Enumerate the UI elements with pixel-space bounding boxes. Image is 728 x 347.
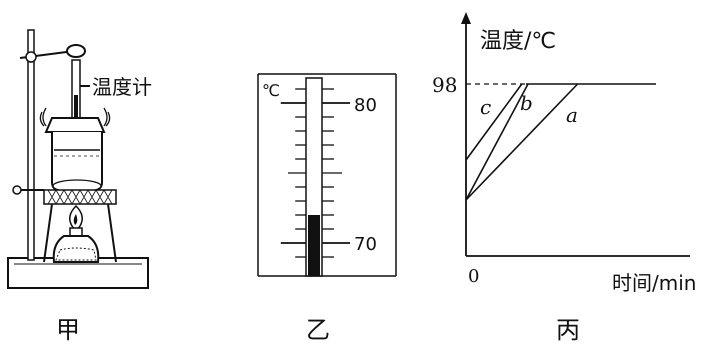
curve-label-b: b (520, 91, 533, 115)
ring-screw-icon (12, 185, 22, 195)
thermometer-label: 温度计 (92, 75, 152, 99)
scale-label-80: 80 (354, 95, 377, 116)
graph-origin-label: 0 (468, 266, 479, 287)
temperature-time-graph: 温度/℃ 时间/min 0 98 c b a 丙 (432, 12, 696, 344)
curve-c (465, 83, 523, 161)
tripod-leg (43, 203, 53, 263)
curve-a (465, 83, 579, 201)
graph-ylabel: 温度/℃ (480, 29, 556, 54)
graph-xlabel: 时间/min (612, 271, 696, 295)
curve-b (465, 83, 529, 201)
beaker-lid (44, 117, 106, 133)
scale-ticks (280, 88, 350, 258)
curve-label-c: c (480, 95, 491, 119)
apparatus-caption: 甲 (56, 316, 80, 344)
graph-caption: 丙 (556, 316, 580, 344)
alcohol-lamp (52, 235, 100, 263)
curves-group (465, 83, 579, 201)
clamp-screw-icon (25, 51, 37, 63)
lamp-liquid (55, 247, 97, 261)
apparatus-diagram: 温度计 甲 (7, 29, 152, 344)
wire-gauze-mesh (47, 189, 113, 205)
curve-label-a: a (566, 103, 578, 127)
tripod-leg (107, 203, 117, 263)
lamp-wick-holder (69, 227, 83, 237)
boiling-point-label: 98 (432, 73, 457, 97)
flame-inner (73, 214, 78, 225)
scale-caption: 乙 (306, 316, 330, 344)
thermometer-scale-diagram: ℃ 80 70 乙 (257, 73, 397, 344)
unit-label: ℃ (262, 81, 280, 100)
scale-label-70: 70 (354, 234, 377, 255)
clamp-jaw (66, 44, 86, 58)
steam-icon (39, 107, 111, 127)
thermometer-mercury (308, 215, 320, 276)
y-axis-arrow-icon (461, 12, 471, 24)
stand-rod (27, 29, 35, 261)
